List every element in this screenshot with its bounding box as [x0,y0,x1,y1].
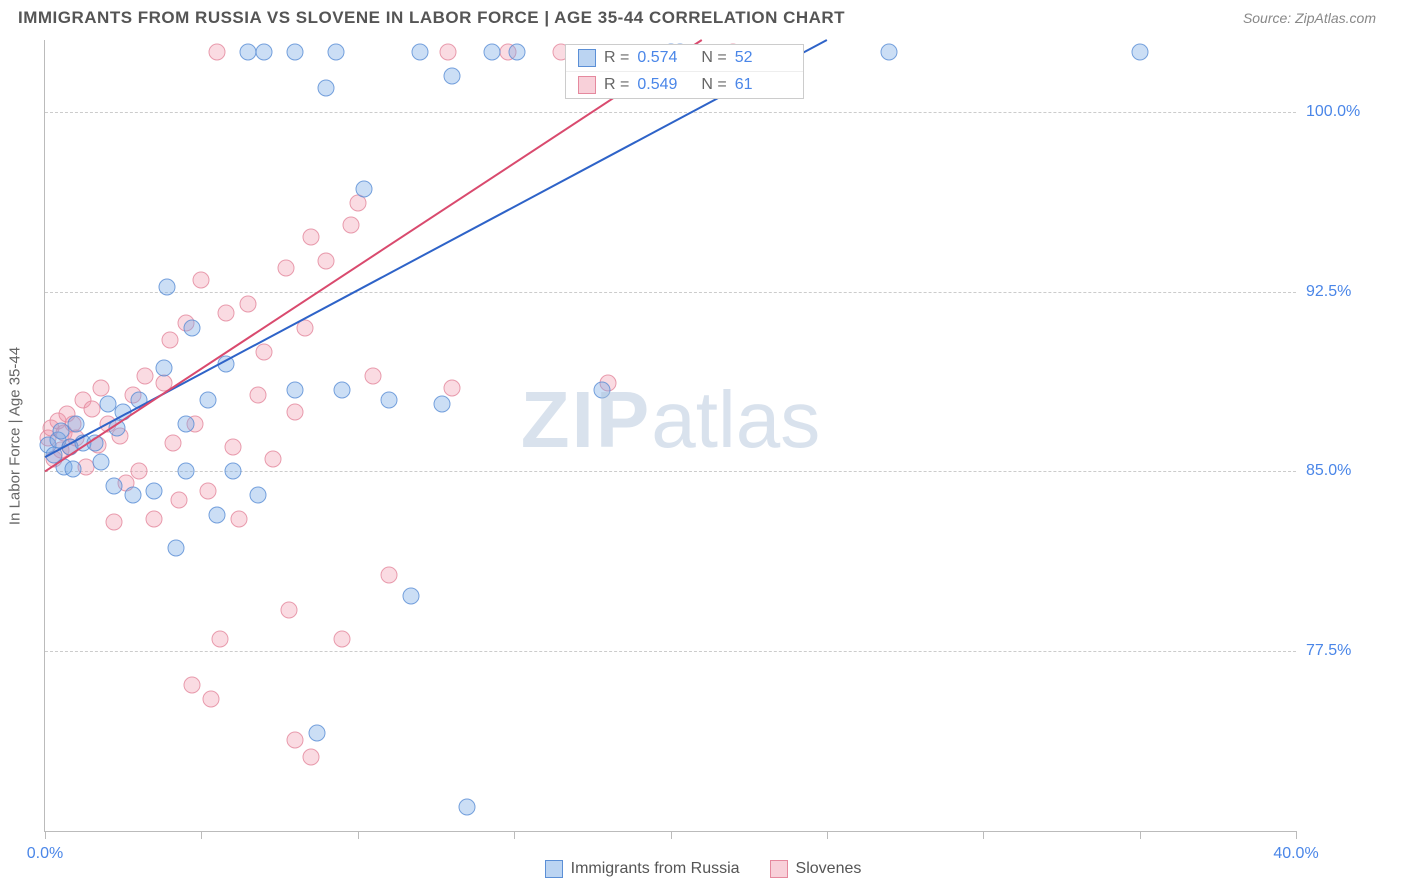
swatch-icon [770,860,788,878]
r-label: R = [604,76,629,94]
x-tick [671,831,672,839]
r-value: 0.574 [637,49,693,67]
r-label: R = [604,49,629,67]
n-label: N = [701,76,726,94]
swatch-icon [578,49,596,67]
x-tick [201,831,202,839]
x-tick [1140,831,1141,839]
n-value: 61 [735,76,791,94]
legend-item: Immigrants from Russia [545,860,740,878]
x-tick [358,831,359,839]
legend-item: Slovenes [770,860,862,878]
swatch-icon [578,76,596,94]
n-label: N = [701,49,726,67]
trend-line [45,40,702,471]
chart-title: IMMIGRANTS FROM RUSSIA VS SLOVENE IN LAB… [18,8,845,28]
x-tick [1296,831,1297,839]
r-value: 0.549 [637,76,693,94]
source-label: Source: ZipAtlas.com [1243,10,1376,26]
y-axis-label: In Labor Force | Age 35-44 [7,346,24,524]
y-tick-label: 100.0% [1306,103,1391,121]
x-tick [514,831,515,839]
series-legend: Immigrants from Russia Slovenes [0,860,1406,878]
legend-label: Slovenes [796,860,862,878]
y-tick-label: 77.5% [1306,642,1391,660]
x-tick [983,831,984,839]
n-value: 52 [735,49,791,67]
y-tick-label: 85.0% [1306,462,1391,480]
x-tick [827,831,828,839]
legend-label: Immigrants from Russia [571,860,740,878]
y-tick-label: 92.5% [1306,283,1391,301]
header: IMMIGRANTS FROM RUSSIA VS SLOVENE IN LAB… [0,0,1406,32]
legend-row: R = 0.574 N = 52 [566,45,803,71]
scatter-chart: In Labor Force | Age 35-44 ZIPatlas R = … [44,40,1296,832]
correlation-legend: R = 0.574 N = 52 R = 0.549 N = 61 [565,44,804,99]
x-tick [45,831,46,839]
trend-lines [45,40,1296,831]
swatch-icon [545,860,563,878]
legend-row: R = 0.549 N = 61 [566,71,803,98]
